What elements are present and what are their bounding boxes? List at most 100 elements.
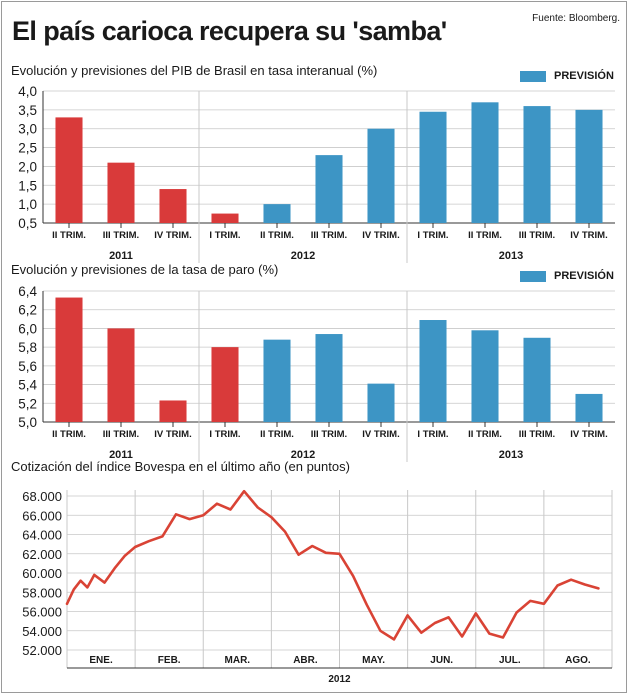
bar xyxy=(263,339,291,422)
month-label: JUL. xyxy=(499,655,521,666)
bar xyxy=(55,297,83,422)
y-tick-label: 5,8 xyxy=(18,340,37,355)
y-tick-label: 3,5 xyxy=(18,103,37,118)
gdp-bar-chart: 4,0 3,5 3,0 2,5 2,0 1,5 1,0 0,5 II TRIM. III TRIM… xyxy=(18,84,615,263)
bar xyxy=(575,109,603,223)
y-tick-label: 5,6 xyxy=(18,359,37,374)
x-tick-label: I TRIM. xyxy=(209,429,240,440)
bar xyxy=(315,334,343,422)
y-tick-label: 0,5 xyxy=(18,216,37,231)
month-label: ENE. xyxy=(89,655,113,666)
y-tick-label: 6,4 xyxy=(18,284,37,299)
year-label: 2012 xyxy=(328,674,351,685)
x-tick-label: IV TRIM. xyxy=(362,429,399,440)
gdp-legend-label: PREVISIÓN xyxy=(554,70,614,82)
forecast-swatch xyxy=(520,270,546,282)
x-tick-label: IV TRIM. xyxy=(154,429,191,440)
unemployment-legend-label: PREVISIÓN xyxy=(554,270,614,282)
unemployment-chart-title: Evolución y previsiones de la tasa de pa… xyxy=(11,262,279,277)
x-tick-label: II TRIM. xyxy=(468,230,502,241)
x-tick-label: III TRIM. xyxy=(519,230,555,241)
unemployment-bar-chart: 6,4 6,2 6,0 5,8 5,6 5,4 5,2 5,0 II TRIM. III TRIM… xyxy=(18,284,615,462)
y-tick-label: 68.000 xyxy=(22,489,62,504)
x-tick-label: I TRIM. xyxy=(209,230,240,241)
group-label: 2013 xyxy=(499,250,523,262)
y-tick-label: 4,0 xyxy=(18,84,37,99)
bar xyxy=(263,204,291,223)
y-tick-label: 5,0 xyxy=(18,415,37,430)
x-tick-label: II TRIM. xyxy=(260,429,294,440)
bar xyxy=(419,111,447,223)
bar xyxy=(159,400,187,422)
x-tick-label: II TRIM. xyxy=(260,230,294,241)
x-tick-label: III TRIM. xyxy=(311,429,347,440)
y-tick-label: 54.000 xyxy=(22,624,62,639)
y-tick-label: 6,2 xyxy=(18,303,37,318)
bar xyxy=(367,128,395,223)
y-tick-label: 1,0 xyxy=(18,197,37,212)
gdp-legend: PREVISIÓN xyxy=(520,70,614,82)
y-tick-label: 3,0 xyxy=(18,122,37,137)
group-label: 2012 xyxy=(291,250,315,262)
y-tick-label: 5,4 xyxy=(18,378,37,393)
y-tick-label: 62.000 xyxy=(22,547,62,562)
bar xyxy=(523,337,551,422)
page-title: El país carioca recupera su 'samba' xyxy=(12,16,447,46)
x-tick-label: IV TRIM. xyxy=(570,230,607,241)
x-tick-label: II TRIM. xyxy=(52,230,86,241)
x-tick-label: IV TRIM. xyxy=(570,429,607,440)
bovespa-series-line xyxy=(65,489,600,641)
y-tick-label: 64.000 xyxy=(22,528,62,543)
y-tick-label: 52.000 xyxy=(22,643,62,658)
x-tick-label: III TRIM. xyxy=(519,429,555,440)
bar xyxy=(367,383,395,422)
bar xyxy=(315,155,343,223)
y-tick-label: 2,0 xyxy=(18,159,37,174)
month-label: MAR. xyxy=(225,655,251,666)
y-tick-label: 6,0 xyxy=(18,321,37,336)
bar xyxy=(523,106,551,223)
x-tick-label: III TRIM. xyxy=(311,230,347,241)
group-label: 2013 xyxy=(499,449,523,461)
bar xyxy=(107,328,135,422)
x-tick-label: IV TRIM. xyxy=(154,230,191,241)
month-label: AGO. xyxy=(565,655,591,666)
bar xyxy=(107,162,135,223)
month-label: JUN. xyxy=(430,655,453,666)
group-label: 2011 xyxy=(109,449,133,461)
x-tick-label: III TRIM. xyxy=(103,429,139,440)
unemployment-legend: PREVISIÓN xyxy=(520,270,614,282)
y-tick-label: 56.000 xyxy=(22,605,62,620)
month-label: FEB. xyxy=(158,655,181,666)
month-label: ABR. xyxy=(293,655,318,666)
bovespa-chart-title: Cotización del índice Bovespa en el últi… xyxy=(11,459,350,474)
bar xyxy=(211,213,239,223)
y-tick-label: 5,2 xyxy=(18,396,37,411)
x-tick-label: IV TRIM. xyxy=(362,230,399,241)
bar xyxy=(55,117,83,223)
y-tick-label: 60.000 xyxy=(22,566,62,581)
y-tick-label: 1,5 xyxy=(18,178,37,193)
y-tick-label: 2,5 xyxy=(18,141,37,156)
group-label: 2012 xyxy=(291,449,315,461)
bar xyxy=(159,189,187,223)
bar xyxy=(211,347,239,422)
x-tick-label: II TRIM. xyxy=(52,429,86,440)
x-tick-label: I TRIM. xyxy=(417,429,448,440)
source-note: Fuente: Bloomberg. xyxy=(532,13,620,24)
forecast-swatch xyxy=(520,70,546,82)
month-label: MAY. xyxy=(362,655,385,666)
bar xyxy=(471,330,499,422)
bar xyxy=(575,393,603,422)
x-tick-label: III TRIM. xyxy=(103,230,139,241)
bar xyxy=(471,102,499,223)
gdp-chart-title: Evolución y previsiones del PIB de Brasi… xyxy=(11,63,378,78)
y-tick-label: 66.000 xyxy=(22,508,62,523)
x-tick-label: II TRIM. xyxy=(468,429,502,440)
bar xyxy=(419,320,447,422)
y-tick-label: 58.000 xyxy=(22,585,62,600)
x-tick-label: I TRIM. xyxy=(417,230,448,241)
group-label: 2011 xyxy=(109,250,133,262)
